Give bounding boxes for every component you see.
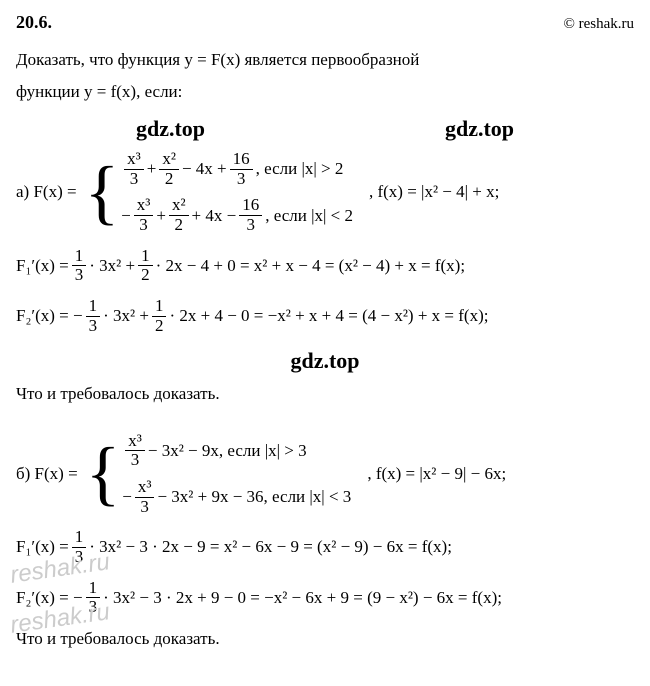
piecewise-a: x³3 + x²2 − 4x + 163 , если |x| > 2 − x³… xyxy=(121,150,353,235)
piece-b1: x³3 − 3x² − 9x, если |x| > 3 xyxy=(122,432,351,470)
watermark-gdz: gdz.top xyxy=(290,348,359,374)
part-a-label: а) F(x) = xyxy=(16,182,77,202)
deriv-b2: F₂′(x) = − 13 · 3x² − 3 · 2x + 9 − 0 = −… xyxy=(16,579,634,617)
fx-a: , f(x) = |x² − 4| + x; xyxy=(369,182,499,202)
piece-a1: x³3 + x²2 − 4x + 163 , если |x| > 2 xyxy=(121,150,353,188)
piece-a2: − x³3 + x²2 + 4x − 163 , если |x| < 2 xyxy=(121,196,353,234)
part-b-label: б) F(x) = xyxy=(16,464,78,484)
source-credit: © reshak.ru xyxy=(563,16,634,33)
watermark-gdz: gdz.top xyxy=(136,116,205,142)
fx-b: , f(x) = |x² − 9| − 6x; xyxy=(367,464,506,484)
conclusion-a: Что и требовалось доказать. xyxy=(16,384,634,404)
brace-icon: { xyxy=(86,445,121,503)
intro-line-2: функции y = f(x), если: xyxy=(16,79,634,105)
deriv-b1: F₁′(x) = 13 · 3x² − 3 · 2x − 9 = x² − 6x… xyxy=(16,528,634,566)
conclusion-b: Что и требовалось доказать. xyxy=(16,629,634,649)
part-b-definition: б) F(x) = { x³3 − 3x² − 9x, если |x| > 3… xyxy=(16,432,634,517)
problem-number: 20.6. xyxy=(16,12,52,33)
deriv-a2: F₂′(x) = − 13 · 3x² + 12 · 2x + 4 − 0 = … xyxy=(16,297,634,335)
piece-b2: − x³3 − 3x² + 9x − 36, если |x| < 3 xyxy=(122,478,351,516)
watermark-row-1: gdz.top gdz.top xyxy=(16,116,634,142)
brace-icon: { xyxy=(85,164,120,222)
watermark-gdz: gdz.top xyxy=(445,116,514,142)
watermark-row-2: gdz.top xyxy=(16,348,634,374)
part-a-definition: а) F(x) = { x³3 + x²2 − 4x + 163 , если … xyxy=(16,150,634,235)
piecewise-b: x³3 − 3x² − 9x, если |x| > 3 − x³3 − 3x²… xyxy=(122,432,351,517)
header-row: 20.6. © reshak.ru xyxy=(16,12,634,33)
deriv-a1: F₁′(x) = 13 · 3x² + 12 · 2x − 4 + 0 = x²… xyxy=(16,247,634,285)
intro-line-1: Доказать, что функция y = F(x) является … xyxy=(16,47,634,73)
